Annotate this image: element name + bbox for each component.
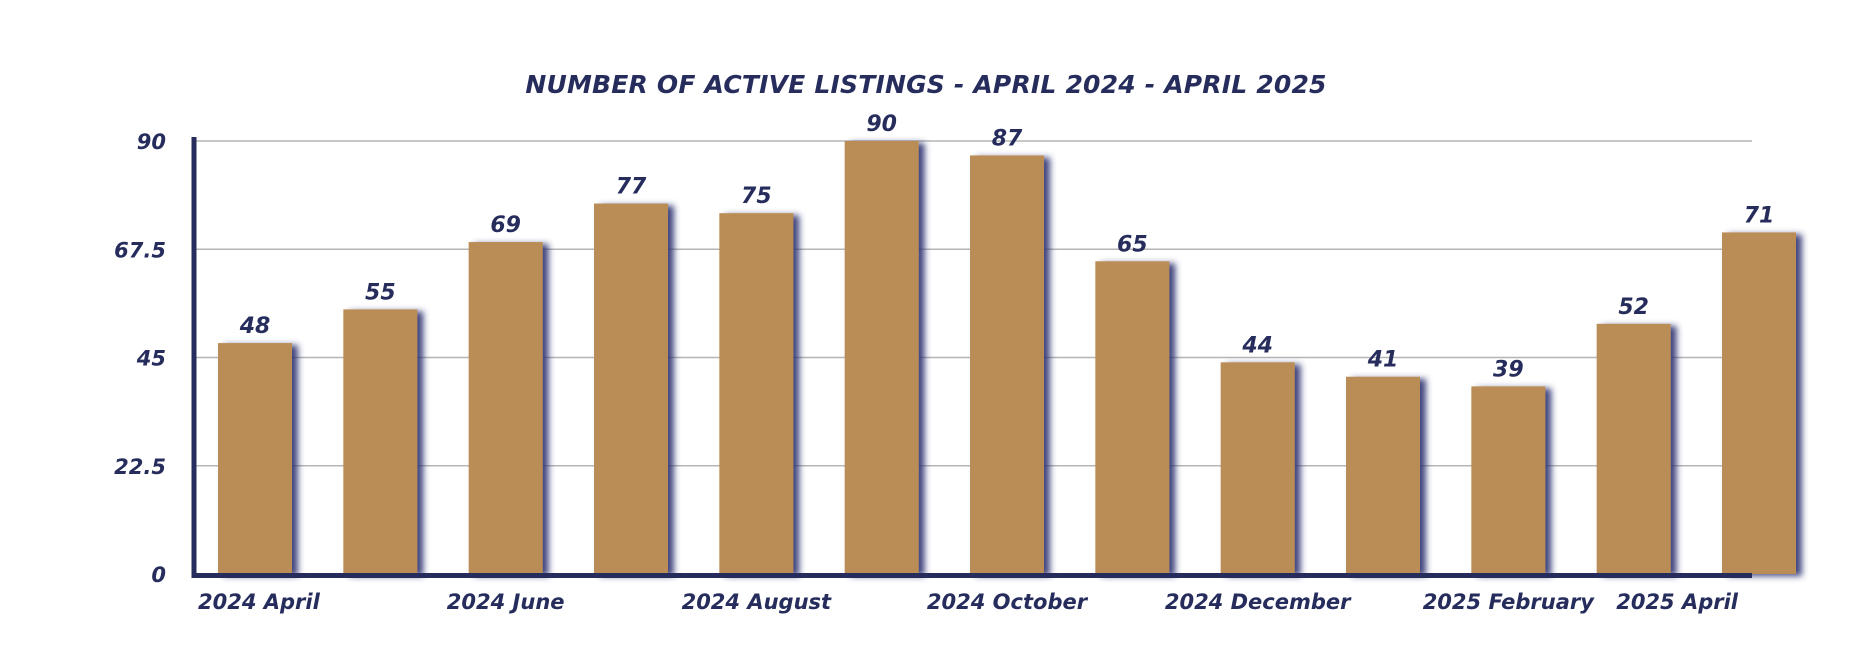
data-label: 48 [239,314,271,339]
data-label: 87 [992,126,1023,151]
y-tick-label: 0 [151,563,166,587]
y-tick-label: 22.5 [114,455,166,479]
axes [191,137,1752,578]
bar [1596,323,1671,574]
data-labels: 48 55 69 77 75 90 87 65 44 41 39 52 71 [239,112,1775,382]
bar [1471,386,1546,574]
bar [1095,261,1170,574]
x-tick-label: 2024 December [1165,590,1352,614]
bar [1346,376,1420,574]
data-label: 41 [1367,348,1399,373]
data-label: 77 [616,175,647,200]
bar [1220,362,1295,574]
bar [970,155,1044,574]
data-label: 90 [866,112,897,137]
y-tick-labels: 0 22.5 45 67.5 90 [114,130,166,587]
bar [594,203,668,575]
x-tick-label: 2024 April [198,590,321,614]
x-tick-label: 2024 October [927,590,1089,614]
data-label: 39 [1493,357,1524,382]
bars [218,141,1796,575]
x-tick-label: 2025 April [1616,590,1739,614]
bar [1722,232,1796,574]
y-tick-label: 45 [136,347,166,371]
x-tick-label: 2024 August [682,590,832,614]
bar [468,242,543,575]
x-tick-label: 2024 June [447,590,565,614]
y-tick-label: 90 [137,130,166,154]
data-label: 71 [1744,203,1775,228]
data-label: 75 [741,184,772,209]
bar [844,141,919,574]
data-label: 52 [1618,295,1649,320]
data-label: 65 [1117,232,1148,257]
data-label: 69 [490,213,521,238]
x-tick-labels: 2024 April 2024 June 2024 August 2024 Octob… [198,590,1739,614]
y-tick-label: 67.5 [114,238,166,262]
bar [719,213,794,574]
bar [343,309,418,574]
bar [218,343,292,574]
data-label: 44 [1241,333,1273,358]
x-tick-label: 2025 February [1423,590,1596,614]
data-label: 55 [365,280,396,305]
chart-title: NUMBER OF ACTIVE LISTINGS - APRIL 2024 -… [525,70,1327,99]
